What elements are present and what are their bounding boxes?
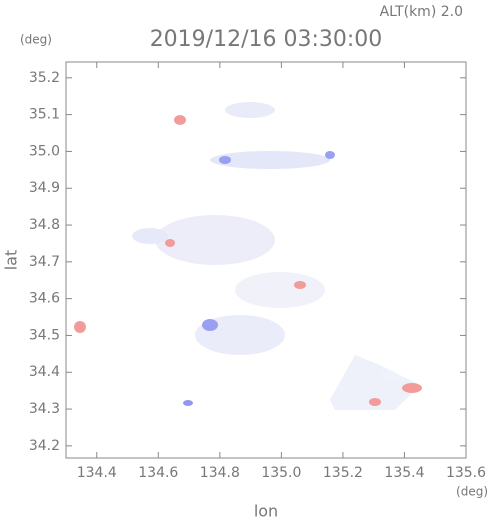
y-tick-label: 35.1 [29, 107, 60, 123]
echo [210, 151, 330, 169]
y-tick-label: 34.2 [29, 438, 60, 454]
x-unit: (deg) [456, 485, 488, 499]
echo [165, 239, 175, 247]
echo [132, 228, 168, 244]
x-tick-label: 135.2 [323, 465, 363, 481]
y-tick-label: 34.5 [29, 327, 60, 343]
echo [402, 383, 422, 393]
y-tick-label: 34.9 [29, 180, 60, 196]
y-tick-label: 35.0 [29, 143, 60, 159]
echo [369, 398, 381, 406]
y-axis-label: lat [2, 250, 21, 271]
echo [74, 321, 86, 333]
plot-frame [65, 61, 467, 459]
echo [325, 151, 335, 159]
x-axis-label: lon [254, 502, 278, 521]
x-tick-label: 134.4 [77, 465, 117, 481]
y-tick-label: 34.7 [29, 254, 60, 270]
x-tick-label: 135.6 [446, 465, 486, 481]
y-tick-label: 34.8 [29, 217, 60, 233]
y-unit: (deg) [20, 33, 52, 47]
echo [219, 156, 231, 164]
echo [235, 272, 325, 308]
altitude-label: ALT(km) 2.0 [380, 4, 463, 20]
echo [294, 281, 306, 289]
y-tick-label: 34.4 [29, 364, 60, 380]
echo [330, 355, 420, 410]
chart-title: 2019/12/16 03:30:00 [150, 27, 383, 52]
echo [202, 319, 218, 331]
y-tick-label: 34.3 [29, 401, 60, 417]
y-tick-label: 34.6 [29, 291, 60, 307]
echo [183, 400, 193, 406]
x-tick-label: 134.8 [200, 465, 240, 481]
echo [225, 102, 275, 118]
x-tick-label: 135.0 [261, 465, 301, 481]
x-tick-label: 134.6 [138, 465, 178, 481]
y-tick-label: 35.2 [29, 70, 60, 86]
x-tick-label: 135.4 [384, 465, 424, 481]
echo [155, 215, 275, 265]
echo-field [74, 102, 422, 410]
echo [174, 115, 186, 125]
